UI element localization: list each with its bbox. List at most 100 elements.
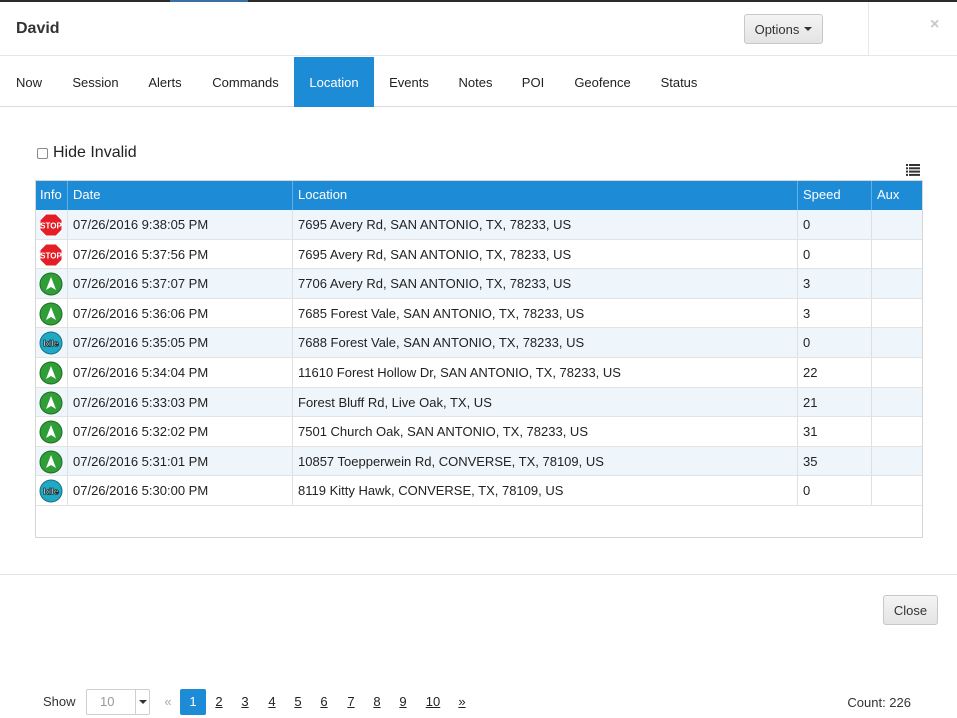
speed-cell: 31: [798, 417, 872, 447]
info-cell: [35, 446, 68, 476]
location-cell: 7688 Forest Vale, SAN ANTONIO, TX, 78233…: [293, 328, 798, 358]
table-row[interactable]: 07/26/2016 5:36:06 PM 7685 Forest Vale, S…: [35, 298, 923, 329]
stop-icon: STOP: [39, 243, 63, 267]
pager-page-7[interactable]: 7: [347, 694, 355, 709]
column-header-info[interactable]: Info: [35, 180, 68, 210]
heading-arrow-icon: [39, 302, 63, 326]
tab-status[interactable]: Status: [660, 74, 698, 90]
pager-page-9[interactable]: 9: [399, 694, 407, 709]
pagination-bar: Show 10 « 1 2 3 4 5 6 7 8 9 10 » Count: …: [35, 686, 923, 718]
location-cell: 7695 Avery Rd, SAN ANTONIO, TX, 78233, U…: [293, 239, 798, 269]
table-row[interactable]: 07/26/2016 5:34:04 PM 11610 Forest Hollow…: [35, 358, 923, 388]
close-icon[interactable]: ×: [930, 16, 940, 33]
table-row[interactable]: STOP 07/26/2016 5:37:56 PM 7695 Avery Rd, …: [35, 239, 923, 270]
speed-cell: 22: [798, 358, 872, 387]
svg-text:Idle: Idle: [43, 487, 59, 497]
record-count: Count: 226: [847, 695, 911, 710]
speed-cell: 0: [798, 239, 872, 269]
heading-arrow-icon: [39, 420, 63, 444]
options-panel-edge: [868, 2, 957, 56]
pager-page-5[interactable]: 5: [294, 694, 302, 709]
date-cell: 07/26/2016 9:38:05 PM: [68, 210, 293, 239]
tab-notes[interactable]: Notes: [458, 74, 493, 90]
page-size-select[interactable]: 10: [86, 689, 150, 715]
table-row[interactable]: 07/26/2016 5:37:07 PM 7706 Avery Rd, SAN …: [35, 269, 923, 299]
column-header-date[interactable]: Date: [68, 180, 293, 210]
pager-page-1[interactable]: 1: [180, 689, 206, 715]
tab-geofence[interactable]: Geofence: [574, 74, 631, 90]
pager-prev[interactable]: «: [164, 694, 172, 709]
location-cell: 7706 Avery Rd, SAN ANTONIO, TX, 78233, U…: [293, 269, 798, 299]
column-header-aux[interactable]: Aux: [877, 187, 900, 202]
speed-cell: 0: [798, 476, 872, 506]
info-cell: [35, 387, 68, 417]
idle-icon: Idle: [39, 479, 63, 503]
pager-page-6[interactable]: 6: [320, 694, 328, 709]
show-label: Show: [43, 694, 76, 709]
location-cell: 7501 Church Oak, SAN ANTONIO, TX, 78233,…: [293, 417, 798, 447]
heading-arrow-icon: [39, 391, 63, 415]
stop-icon: STOP: [39, 213, 63, 237]
pager-page-10[interactable]: 10: [425, 694, 441, 709]
tab-session[interactable]: Session: [72, 74, 119, 90]
hide-invalid-checkbox[interactable]: [37, 147, 48, 159]
table-row[interactable]: Idle 07/26/2016 5:30:00 PM 8119 Kitty Hawk…: [35, 476, 923, 506]
tab-now[interactable]: Now: [15, 74, 42, 90]
table-row[interactable]: 07/26/2016 5:33:03 PM Forest Bluff Rd, Li…: [35, 387, 923, 418]
tab-poi[interactable]: POI: [521, 74, 545, 90]
tab-alerts[interactable]: Alerts: [148, 74, 182, 90]
top-border-accent: [170, 0, 248, 2]
date-cell: 07/26/2016 5:31:01 PM: [68, 446, 293, 476]
options-button[interactable]: Options: [744, 14, 823, 44]
location-cell: Forest Bluff Rd, Live Oak, TX, US: [293, 387, 798, 417]
dropdown-arrow-icon[interactable]: [135, 690, 149, 714]
footer-divider: [0, 574, 957, 575]
tab-events[interactable]: Events: [389, 74, 429, 90]
speed-cell: 21: [798, 387, 872, 417]
pager-page-2[interactable]: 2: [215, 694, 223, 709]
info-cell: [35, 358, 68, 387]
location-cell: 10857 Toepperwein Rd, CONVERSE, TX, 7810…: [293, 446, 798, 476]
date-cell: 07/26/2016 5:33:03 PM: [68, 387, 293, 417]
pager-page-4[interactable]: 4: [268, 694, 276, 709]
svg-text:STOP: STOP: [40, 222, 62, 231]
info-cell: STOP: [35, 210, 68, 239]
aux-cell: [872, 269, 923, 298]
pager-page-3[interactable]: 3: [241, 694, 249, 709]
table-row[interactable]: Idle 07/26/2016 5:35:05 PM 7688 Forest Val…: [35, 328, 923, 358]
table-row[interactable]: STOP 07/26/2016 9:38:05 PM 7695 Avery Rd, …: [35, 210, 923, 240]
column-header-location[interactable]: Location: [293, 180, 798, 210]
date-cell: 07/26/2016 5:32:02 PM: [68, 417, 293, 447]
date-cell: 07/26/2016 5:37:07 PM: [68, 269, 293, 299]
column-list-icon[interactable]: [906, 164, 920, 176]
table-row[interactable]: 07/26/2016 5:31:01 PM 10857 Toepperwein R…: [35, 446, 923, 477]
aux-cell: [872, 328, 923, 357]
hide-invalid-filter[interactable]: Hide Invalid: [37, 144, 137, 162]
tab-commands[interactable]: Commands: [212, 74, 279, 90]
heading-arrow-icon: [39, 450, 63, 474]
dialog-title: David: [16, 20, 60, 37]
tab-bar: Now Session Alerts Commands Location Eve…: [0, 57, 957, 107]
info-cell: Idle: [35, 328, 68, 358]
info-cell: [35, 269, 68, 299]
column-header-speed[interactable]: Speed: [798, 180, 872, 210]
aux-cell: [872, 476, 923, 505]
tab-location[interactable]: Location: [294, 57, 374, 107]
top-border: [0, 0, 957, 2]
location-cell: 11610 Forest Hollow Dr, SAN ANTONIO, TX,…: [293, 358, 798, 387]
svg-text:STOP: STOP: [40, 251, 62, 260]
info-cell: Idle: [35, 476, 68, 506]
speed-cell: 0: [798, 210, 872, 239]
speed-cell: 3: [798, 298, 872, 328]
date-cell: 07/26/2016 5:37:56 PM: [68, 239, 293, 269]
table-header: Info Date Location Speed Aux: [35, 180, 923, 210]
pager-next[interactable]: »: [458, 694, 466, 709]
heading-arrow-icon: [39, 361, 63, 385]
close-button[interactable]: Close: [883, 595, 938, 625]
pager-page-8[interactable]: 8: [373, 694, 381, 709]
date-cell: 07/26/2016 5:35:05 PM: [68, 328, 293, 358]
table-row[interactable]: 07/26/2016 5:32:02 PM 7501 Church Oak, SA…: [35, 417, 923, 447]
location-cell: 7695 Avery Rd, SAN ANTONIO, TX, 78233, U…: [293, 210, 798, 239]
info-cell: STOP: [35, 239, 68, 269]
aux-cell: [872, 240, 923, 269]
